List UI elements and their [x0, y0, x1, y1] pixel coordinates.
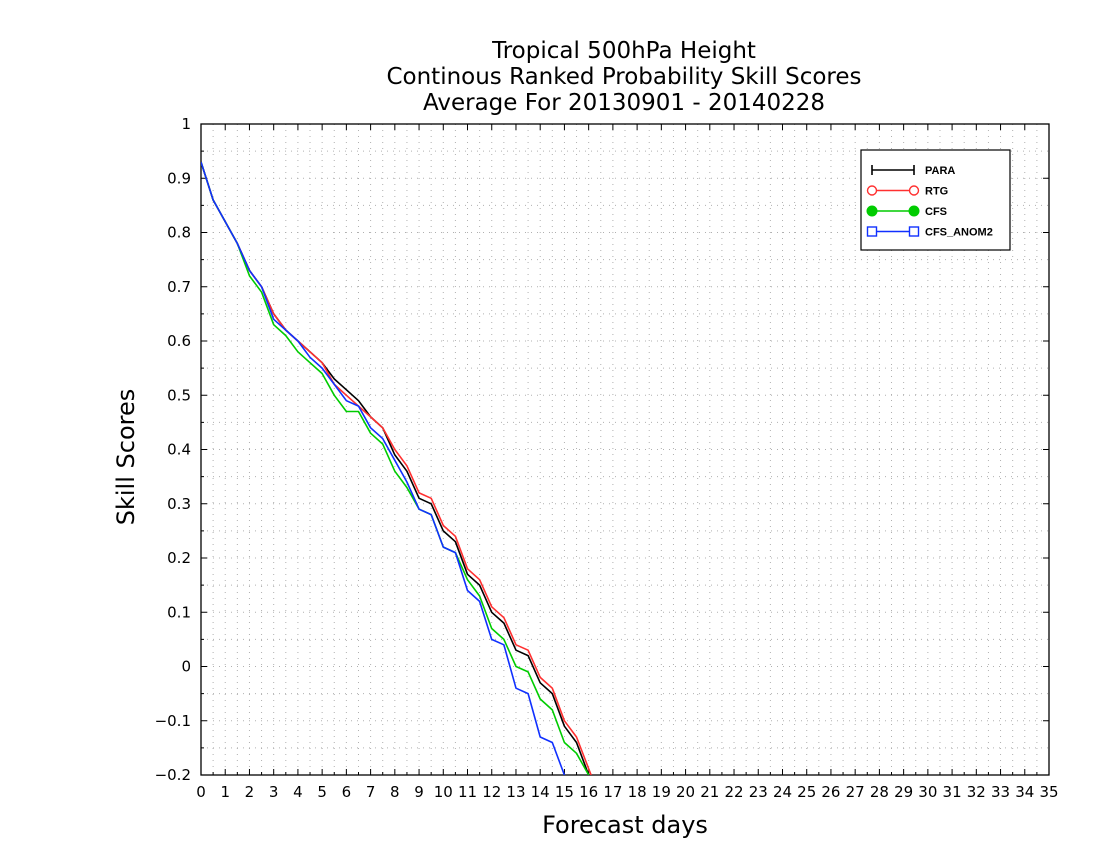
x-tick-label: 4	[293, 783, 303, 801]
y-tick-label: 0.1	[167, 603, 191, 621]
y-tick-label: 1	[181, 115, 191, 133]
legend-label: CFS	[925, 206, 947, 218]
x-tick-label: 19	[652, 783, 671, 801]
x-tick-label: 27	[846, 783, 865, 801]
y-axis-label: Skill Scores	[112, 389, 140, 526]
x-tick-label: 11	[458, 783, 477, 801]
x-tick-label: 1	[220, 783, 230, 801]
legend-item-cfs-anom2: CFS_ANOM2	[866, 226, 993, 239]
x-tick-label: 30	[918, 783, 937, 801]
y-tick-label: −0.2	[155, 766, 191, 784]
legend-item-cfs: CFS	[866, 205, 947, 218]
legend-marker-dot	[866, 205, 878, 217]
y-tick-label: −0.1	[155, 712, 191, 730]
x-tick-label: 2	[245, 783, 255, 801]
x-tick-label: 0	[196, 783, 206, 801]
legend-item-para: PARA	[871, 165, 955, 177]
y-tick-label: 0.8	[167, 224, 191, 242]
y-tick-label: 0.2	[167, 549, 191, 567]
x-tick-label: 22	[724, 783, 743, 801]
x-tick-label: 3	[269, 783, 279, 801]
y-tick-label: 0.5	[167, 386, 191, 404]
x-tick-label: 8	[390, 783, 400, 801]
x-tick-label: 35	[1039, 783, 1058, 801]
legend: PARA RTG CFS CFS_ANOM2	[860, 149, 1011, 251]
chart-title-line-2: Continous Ranked Probability Skill Score…	[386, 64, 861, 90]
x-tick-label: 23	[749, 783, 768, 801]
x-tick-label: 17	[603, 783, 622, 801]
x-tick-label: 16	[579, 783, 598, 801]
x-tick-label: 15	[555, 783, 574, 801]
legend-marker-dot	[908, 205, 920, 217]
x-tick-label: 7	[366, 783, 376, 801]
x-tick-label: 6	[342, 783, 352, 801]
legend-box	[860, 149, 1011, 251]
x-tick-label: 31	[943, 783, 962, 801]
x-tick-label: 18	[628, 783, 647, 801]
x-axis-label: Forecast days	[542, 811, 708, 839]
x-tick-label: 20	[676, 783, 695, 801]
x-tick-label: 25	[797, 783, 816, 801]
x-tick-label: 10	[434, 783, 453, 801]
legend-label: RTG	[925, 186, 948, 198]
x-tick-label: 5	[317, 783, 327, 801]
x-tick-label: 32	[967, 783, 986, 801]
legend-label: CFS_ANOM2	[925, 227, 993, 239]
y-axis-ticks: −0.2 −0.1 0 0.1 0.2 0.3 0.4 0.5 0.6 0.7 0.8 0.9 1	[155, 115, 1049, 784]
legend-item-rtg: RTG	[866, 185, 948, 198]
y-tick-label: 0	[181, 658, 191, 676]
y-tick-label: 0.4	[167, 441, 191, 459]
x-tick-label: 24	[773, 783, 792, 801]
series-line-cfs-anom2	[201, 161, 566, 775]
series-lines	[201, 161, 592, 775]
x-tick-label: 13	[506, 783, 525, 801]
x-axis-ticks: 0 1 2 3 4 5 6 7 8 9 10 11 12 13 14 15 16 17 18 19 20 21 22 23 24…	[196, 124, 1059, 801]
legend-label: PARA	[925, 165, 955, 177]
x-tick-label: 12	[482, 783, 501, 801]
legend-marker-square	[908, 226, 920, 237]
y-tick-label: 0.3	[167, 495, 191, 513]
chart-title: Tropical 500hPa Height Continous Ranked …	[386, 38, 861, 116]
x-tick-label: 26	[821, 783, 840, 801]
x-tick-label: 9	[414, 783, 424, 801]
x-tick-label: 28	[870, 783, 889, 801]
y-tick-label: 0.9	[167, 169, 191, 187]
y-tick-label: 0.7	[167, 278, 191, 296]
x-tick-label: 21	[700, 783, 719, 801]
chart-title-line-1: Tropical 500hPa Height	[491, 38, 756, 64]
x-tick-label: 14	[531, 783, 550, 801]
series-line-para	[201, 161, 590, 775]
y-tick-label: 0.6	[167, 332, 191, 350]
x-tick-label: 29	[894, 783, 913, 801]
legend-marker-circle	[866, 185, 878, 196]
series-line-cfs	[201, 161, 590, 775]
x-tick-label: 34	[1015, 783, 1034, 801]
chart-title-line-3: Average For 20130901 - 20140228	[423, 90, 825, 116]
legend-marker-square	[866, 226, 878, 237]
x-tick-label: 33	[991, 783, 1010, 801]
legend-marker-circle	[908, 185, 920, 196]
